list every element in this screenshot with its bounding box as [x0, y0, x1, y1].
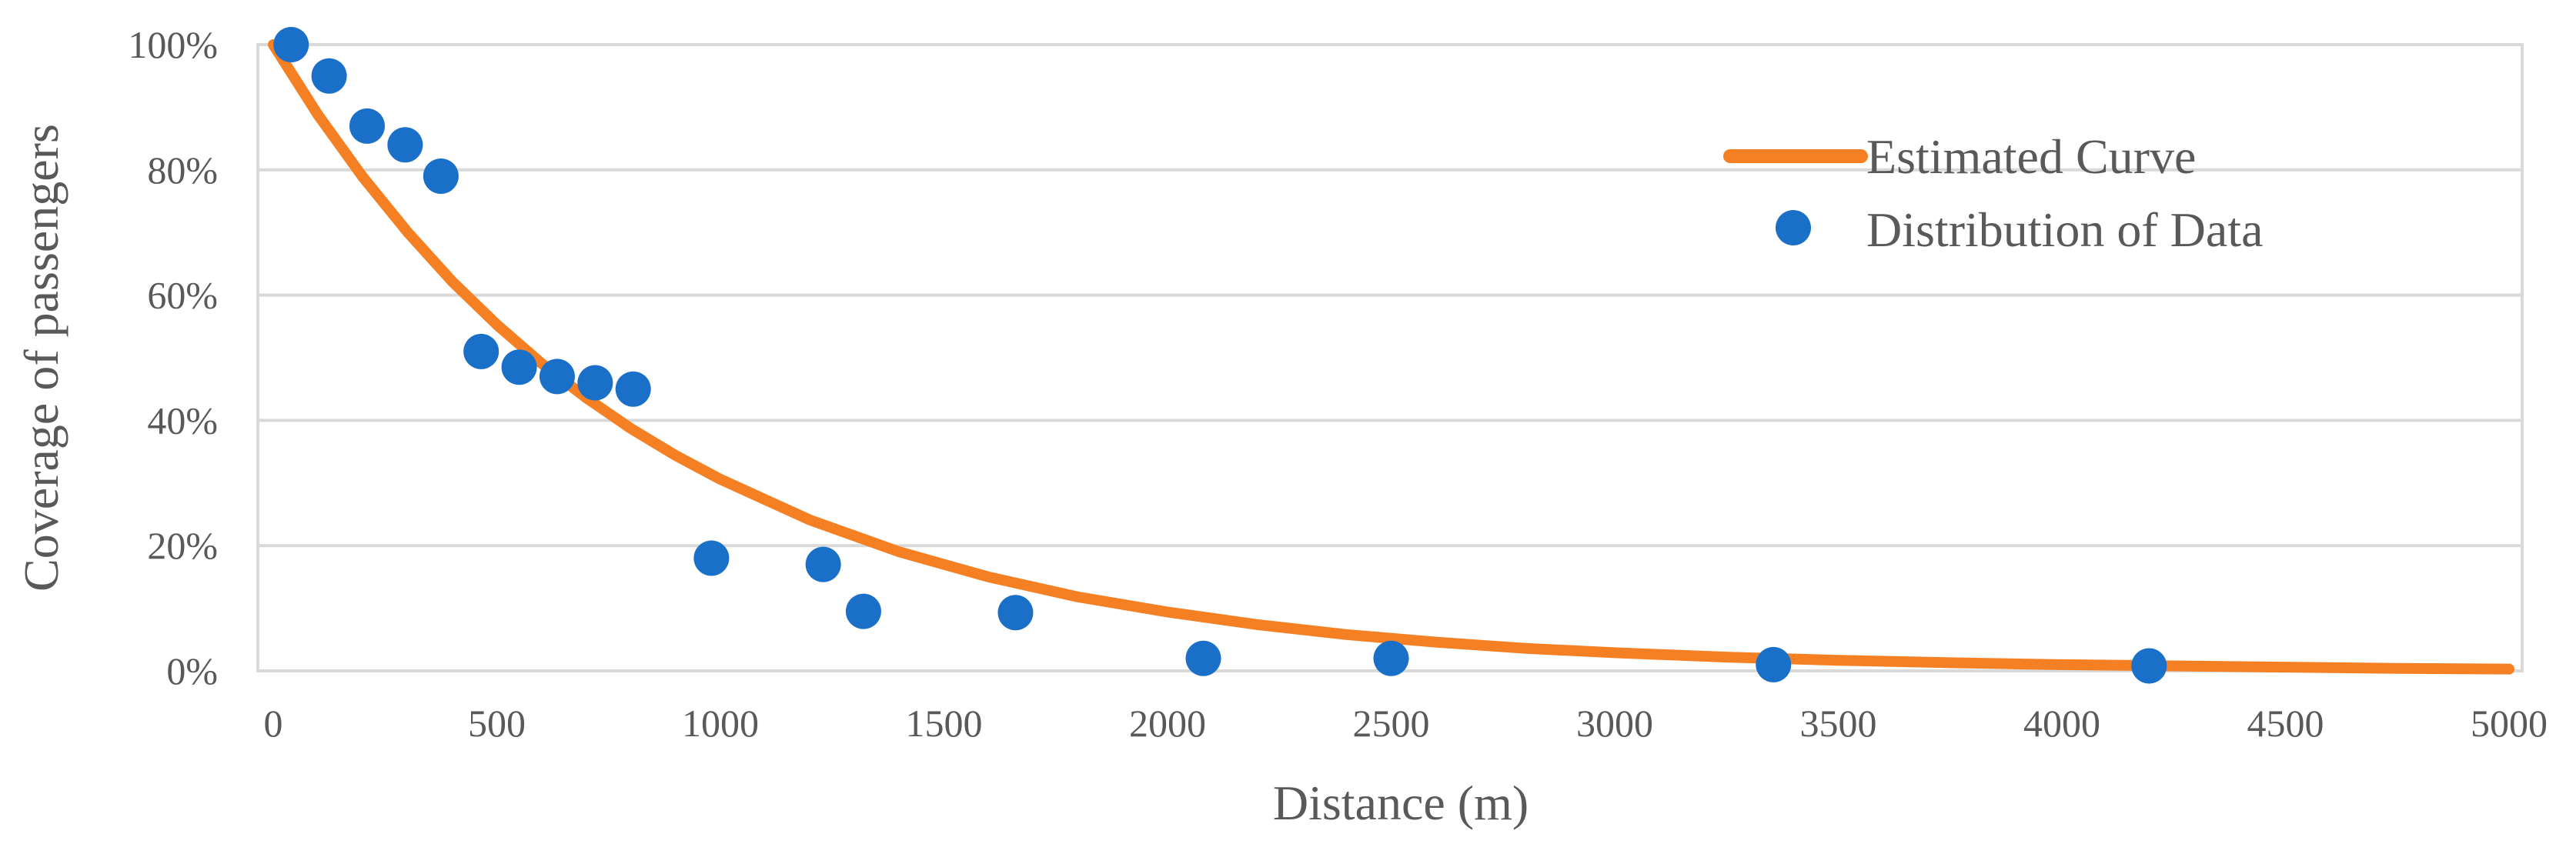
data-point [805, 546, 841, 582]
data-point [463, 333, 499, 369]
data-point [423, 158, 459, 194]
y-tick-label: 0% [166, 649, 218, 692]
data-point [1756, 646, 1792, 682]
x-tick-label: 4000 [2023, 702, 2100, 745]
data-point [2131, 648, 2167, 684]
y-tick-label: 40% [147, 399, 218, 442]
data-point [387, 127, 423, 163]
y-tick-labels: 0% 20% 40% 60% 80% 100% [128, 23, 218, 692]
y-tick-label: 100% [128, 23, 218, 66]
data-point [273, 27, 309, 62]
data-points [273, 27, 2167, 684]
data-point [501, 349, 537, 385]
data-point [577, 365, 613, 401]
data-point [1185, 640, 1221, 676]
data-point [539, 359, 575, 395]
data-point [615, 371, 651, 407]
x-tick-label: 500 [468, 702, 526, 745]
x-tick-label: 0 [264, 702, 283, 745]
x-axis-title: Distance (m) [1273, 776, 1529, 830]
x-tick-label: 2000 [1129, 702, 1206, 745]
data-point [693, 540, 730, 576]
y-tick-label: 20% [147, 524, 218, 567]
data-point [845, 593, 881, 629]
legend-points-swatch [1776, 210, 1811, 245]
x-tick-label: 3000 [1576, 702, 1653, 745]
x-tick-label: 4500 [2247, 702, 2324, 745]
y-axis-title: Coverage of passengers [14, 124, 68, 592]
x-tick-labels: 0 500 1000 1500 2000 2500 3000 3500 4000 4500 5000 [264, 702, 2548, 745]
x-tick-label: 5000 [2471, 702, 2548, 745]
data-point [311, 58, 347, 94]
gridlines [258, 168, 2522, 548]
data-point [1373, 640, 1409, 676]
y-tick-label: 80% [147, 148, 218, 192]
x-tick-label: 2500 [1353, 702, 1430, 745]
x-tick-label: 1000 [682, 702, 759, 745]
data-point [349, 108, 386, 144]
x-tick-label: 1500 [906, 702, 983, 745]
legend-label-distribution-of-data: Distribution of Data [1866, 202, 2263, 257]
x-tick-label: 3500 [1800, 702, 1877, 745]
estimated-curve-line [268, 39, 2514, 675]
y-tick-label: 60% [147, 274, 218, 317]
legend: Estimated Curve Distribution of Data [1723, 129, 2263, 257]
legend-label-estimated-curve: Estimated Curve [1866, 129, 2196, 184]
data-point [997, 595, 1034, 631]
